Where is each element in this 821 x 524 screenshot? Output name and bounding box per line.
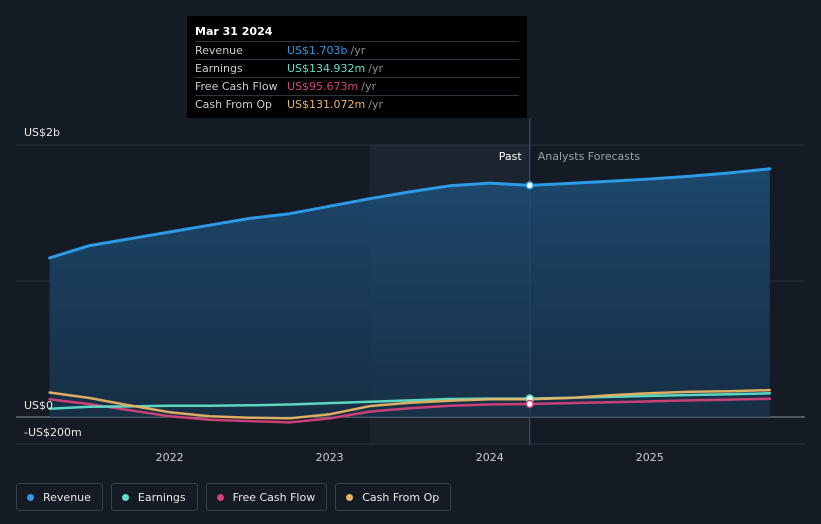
tooltip-row-revenue: Revenue US$1.703b /yr [195,41,519,59]
legend-item-earnings[interactable]: Earnings [110,483,198,511]
legend-label: Free Cash Flow [232,490,316,504]
cash-from-op-dot-icon [346,493,354,501]
tooltip-date: Mar 31 2024 [195,25,273,38]
series-line-free-cash-flow [48,397,772,424]
legend-label: Earnings [137,490,186,504]
tooltip-unit: /yr [350,44,366,57]
y-tick-label: US$0 [24,399,53,412]
marker-free-cash-flow [525,399,534,409]
chart-legend: Revenue Earnings Free Cash Flow Cash Fro… [16,483,452,511]
tooltip-unit: /yr [368,62,383,75]
y-tick-label: -US$200m [24,426,82,439]
tooltip-row-earnings: Earnings US$134.932m /yr [195,59,519,77]
tooltip-label: Revenue [195,44,243,57]
legend-item-free-cash-flow[interactable]: Free Cash Flow [205,483,328,511]
legend-label: Cash From Op [362,490,440,504]
marker-revenue [525,181,534,190]
revenue-dot-icon [27,493,34,501]
series-line-revenue [48,167,772,260]
tooltip-value: US$1.703b [287,44,348,57]
chart-tooltip: Mar 31 2024 Revenue US$1.703b /yr Earnin… [187,16,527,118]
tooltip-unit: /yr [368,98,383,111]
revenue-area [49,168,770,417]
legend-label: Revenue [43,490,91,504]
past-label: Past [499,150,523,163]
tooltip-value: US$134.932m [287,62,366,75]
x-tick-label: 2022 [156,451,184,464]
earnings-dot-icon [121,493,129,501]
x-tick-label: 2024 [476,451,504,464]
tooltip-label: Cash From Op [195,98,273,111]
forecast-label: Analysts Forecasts [538,150,641,163]
tooltip-row-free-cash-flow: Free Cash Flow US$95.673m /yr [195,77,519,95]
series-line-cash-from-op [48,388,772,420]
legend-item-cash-from-op[interactable]: Cash From Op [335,483,452,511]
y-tick-label: US$2b [24,126,60,139]
free-cash-flow-dot-icon [216,493,224,501]
tooltip-label: Earnings [195,62,243,75]
x-tick-label: 2023 [316,451,344,464]
tooltip-value: US$131.072m [287,98,366,111]
tooltip-unit: /yr [361,80,376,93]
tooltip-label: Free Cash Flow [195,80,278,93]
legend-item-revenue[interactable]: Revenue [16,483,103,511]
series-line-earnings [48,392,772,411]
tooltip-row-cash-from-op: Cash From Op US$131.072m /yr [195,95,519,113]
tooltip-value: US$95.673m [287,80,359,93]
x-tick-label: 2025 [636,451,664,464]
